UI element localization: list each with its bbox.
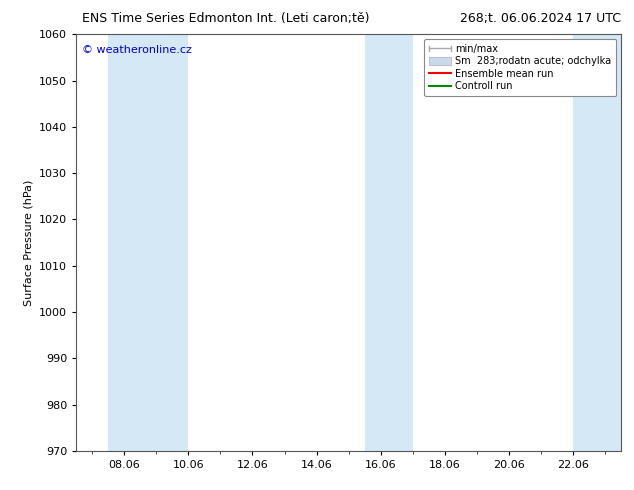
Legend: min/max, Sm  283;rodatn acute; odchylka, Ensemble mean run, Controll run: min/max, Sm 283;rodatn acute; odchylka, … — [424, 39, 616, 96]
Bar — [108, 34, 188, 451]
Text: 268;t. 06.06.2024 17 UTC: 268;t. 06.06.2024 17 UTC — [460, 12, 621, 25]
Bar — [573, 34, 621, 451]
Text: ENS Time Series Edmonton Int. (Leti caron;tě): ENS Time Series Edmonton Int. (Leti caro… — [82, 12, 370, 25]
Text: © weatheronline.cz: © weatheronline.cz — [82, 45, 191, 55]
Bar — [365, 34, 413, 451]
Y-axis label: Surface Pressure (hPa): Surface Pressure (hPa) — [23, 179, 34, 306]
